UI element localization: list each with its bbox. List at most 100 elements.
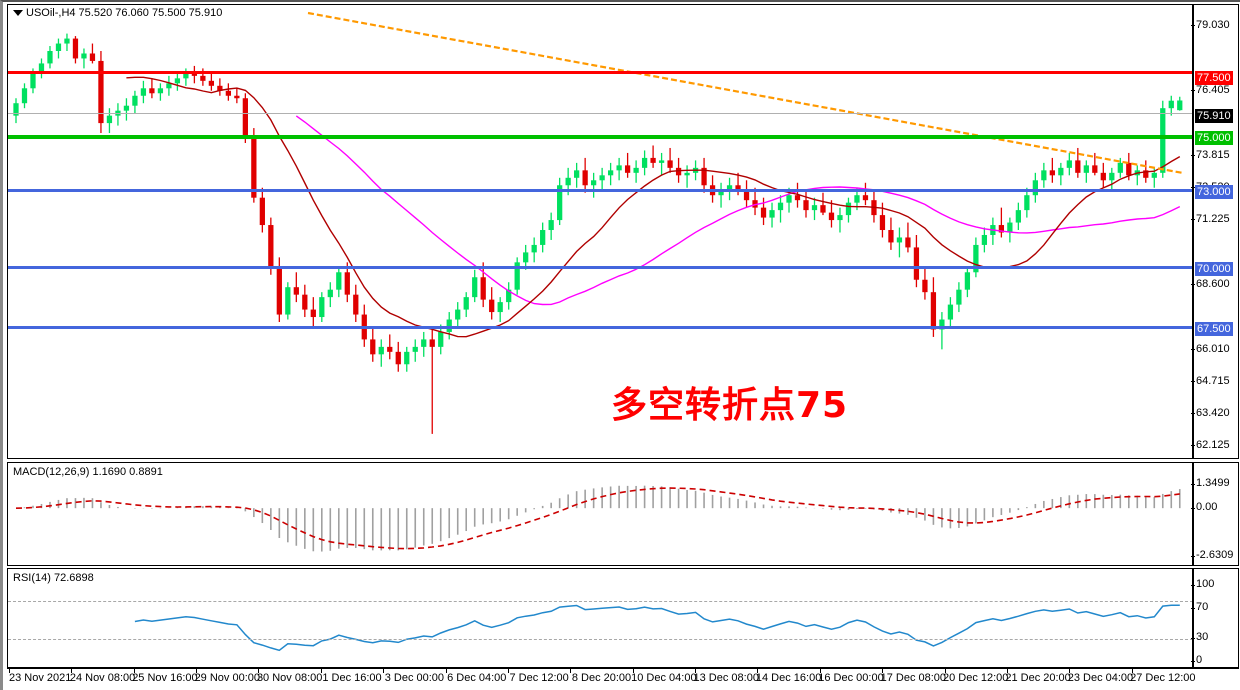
time-tick-label: 23 Nov 2021	[8, 672, 72, 684]
time-tick-label: 8 Dec 20:00	[571, 672, 632, 684]
time-tickmark	[819, 669, 821, 673]
price-tickmark	[1191, 445, 1195, 447]
time-tick-label: 21 Dec 20:00	[1005, 672, 1071, 684]
price-tick: 76.405	[1196, 84, 1230, 97]
resistance-line-77500[interactable]	[8, 71, 1193, 74]
chart-title: USOil-,H4 75.520 76.060 75.500 75.910	[26, 7, 223, 19]
time-tick-label: 20 Dec 12:00	[942, 672, 1009, 684]
time-tick-label: 23 Dec 04:00	[1067, 672, 1134, 684]
rsi-series	[134, 604, 1180, 652]
price-tick: 71.225	[1196, 212, 1230, 225]
time-tickmark	[1131, 669, 1133, 673]
time-tickmark	[1006, 669, 1008, 673]
macd-plot-area[interactable]: MACD(12,26,9) 1.1690 0.8891	[8, 463, 1193, 565]
macd-axis: 1.3499 0.00 -2.6309	[1191, 463, 1238, 565]
macd-tick: 0.00	[1196, 501, 1218, 514]
time-tick-label: 25 Nov 16:00	[132, 672, 198, 684]
pivot-line-75000[interactable]	[8, 135, 1193, 139]
price-tick: 62.125	[1196, 439, 1230, 452]
rsi-tickmark	[1191, 607, 1195, 609]
price-tick: 63.420	[1196, 407, 1230, 420]
time-tickmark	[757, 669, 759, 673]
time-tick-label: 7 Dec 12:00	[509, 672, 569, 684]
price-axis[interactable]: 79.03076.40573.81572.52071.22568.60066.0…	[1191, 5, 1238, 458]
rsi-tick: 70	[1196, 600, 1209, 613]
price-panel[interactable]: 多空转折点75 USOil-,H4 75.520 76.060 75.500 7…	[7, 4, 1239, 459]
time-tickmark	[71, 669, 73, 673]
time-tick-label: 30 Nov 08:00	[256, 672, 323, 684]
price-tickmark	[1191, 413, 1195, 415]
rsi-plot-area[interactable]: RSI(14) 72.6898	[8, 569, 1193, 667]
price-badge[interactable]: 75.910	[1195, 109, 1233, 123]
price-tickmark	[1191, 218, 1195, 220]
time-tickmark	[632, 669, 634, 673]
macd-tickmark	[1191, 556, 1195, 558]
rsi-tick: 30	[1196, 631, 1209, 644]
time-tickmark	[320, 669, 322, 673]
time-tick-label: 14 Dec 16:00	[755, 672, 822, 684]
time-tick-label: 3 Dec 00:00	[384, 672, 445, 684]
price-tickmark	[1191, 284, 1195, 286]
price-tickmark	[1191, 24, 1195, 26]
support-line-67500[interactable]	[8, 326, 1193, 329]
price-badge[interactable]: 70.000	[1195, 262, 1233, 276]
price-tick: 73.815	[1196, 148, 1230, 161]
time-tickmark	[882, 669, 884, 673]
macd-tickmark	[1191, 508, 1195, 510]
price-tickmark	[1191, 186, 1195, 188]
time-tickmark	[196, 669, 198, 673]
price-badge[interactable]: 67.500	[1195, 322, 1233, 336]
rsi-tickmark	[1191, 661, 1195, 662]
macd-label: MACD(12,26,9) 1.1690 0.8891	[13, 466, 163, 478]
rsi-tick: 100	[1196, 578, 1215, 590]
rsi-tick: 0	[1196, 654, 1203, 666]
time-tick-label: 16 Dec 00:00	[818, 672, 884, 684]
time-tickmark	[9, 669, 10, 673]
price-tick: 68.600	[1196, 278, 1230, 291]
support-line-73000[interactable]	[8, 189, 1193, 192]
rsi-label: RSI(14) 72.6898	[13, 572, 94, 584]
price-tickmark	[1191, 348, 1195, 350]
price-tickmark	[1191, 90, 1195, 92]
price-tickmark	[1191, 154, 1195, 156]
chevron-down-icon[interactable]	[13, 10, 23, 16]
macd-tick: 1.3499	[1196, 476, 1230, 489]
price-badge[interactable]: 73.000	[1195, 185, 1233, 199]
time-tick-label: 27 Dec 12:00	[1130, 672, 1196, 684]
time-tickmark	[383, 669, 385, 673]
macd-tickmark	[1191, 483, 1195, 485]
macd-tick: -2.6309	[1196, 549, 1234, 562]
macd-panel[interactable]: MACD(12,26,9) 1.1690 0.8891 1.3499 0.00 -2…	[7, 462, 1239, 566]
time-tick-label: 17 Dec 08:00	[880, 672, 947, 684]
rsi-level-70	[8, 601, 1193, 602]
time-tick-label: 1 Dec 16:00	[322, 672, 382, 684]
price-tickmark	[1191, 380, 1195, 382]
rsi-tickmark	[1191, 638, 1195, 640]
time-tick-label: 24 Nov 08:00	[69, 672, 136, 684]
time-tick-label: 10 Dec 04:00	[631, 672, 697, 684]
price-tick: 79.030	[1196, 18, 1230, 31]
price-plot-area[interactable]: 多空转折点75 USOil-,H4 75.520 76.060 75.500 7…	[8, 5, 1193, 458]
price-tick: 64.715	[1196, 374, 1230, 387]
time-tickmark	[507, 669, 509, 673]
current-price-line	[8, 113, 1193, 114]
chart-annotation: 多空转折点75	[611, 385, 849, 426]
macd-series	[15, 485, 1181, 552]
time-tickmark	[570, 669, 572, 673]
price-badge[interactable]: 77.500	[1195, 71, 1233, 85]
time-tickmark	[695, 669, 697, 673]
time-tickmark	[258, 669, 260, 673]
time-tick-label: 6 Dec 04:00	[447, 672, 507, 684]
time-tick-label: 29 Nov 00:00	[194, 672, 260, 684]
rsi-panel[interactable]: RSI(14) 72.6898 100 70 30 0	[7, 568, 1239, 668]
time-tickmark	[133, 669, 135, 673]
rsi-tickmark	[1191, 585, 1195, 586]
time-tickmark	[1069, 669, 1071, 673]
time-axis[interactable]: 23 Nov 2021 24 Nov 08:00 25 Nov 16:00 29 No…	[7, 668, 1239, 690]
rsi-level-30	[8, 639, 1193, 640]
support-line-70000[interactable]	[8, 266, 1193, 269]
price-badge[interactable]: 75.000	[1195, 131, 1233, 145]
time-tickmark	[445, 669, 447, 673]
time-tick-label: 13 Dec 08:00	[693, 672, 759, 684]
